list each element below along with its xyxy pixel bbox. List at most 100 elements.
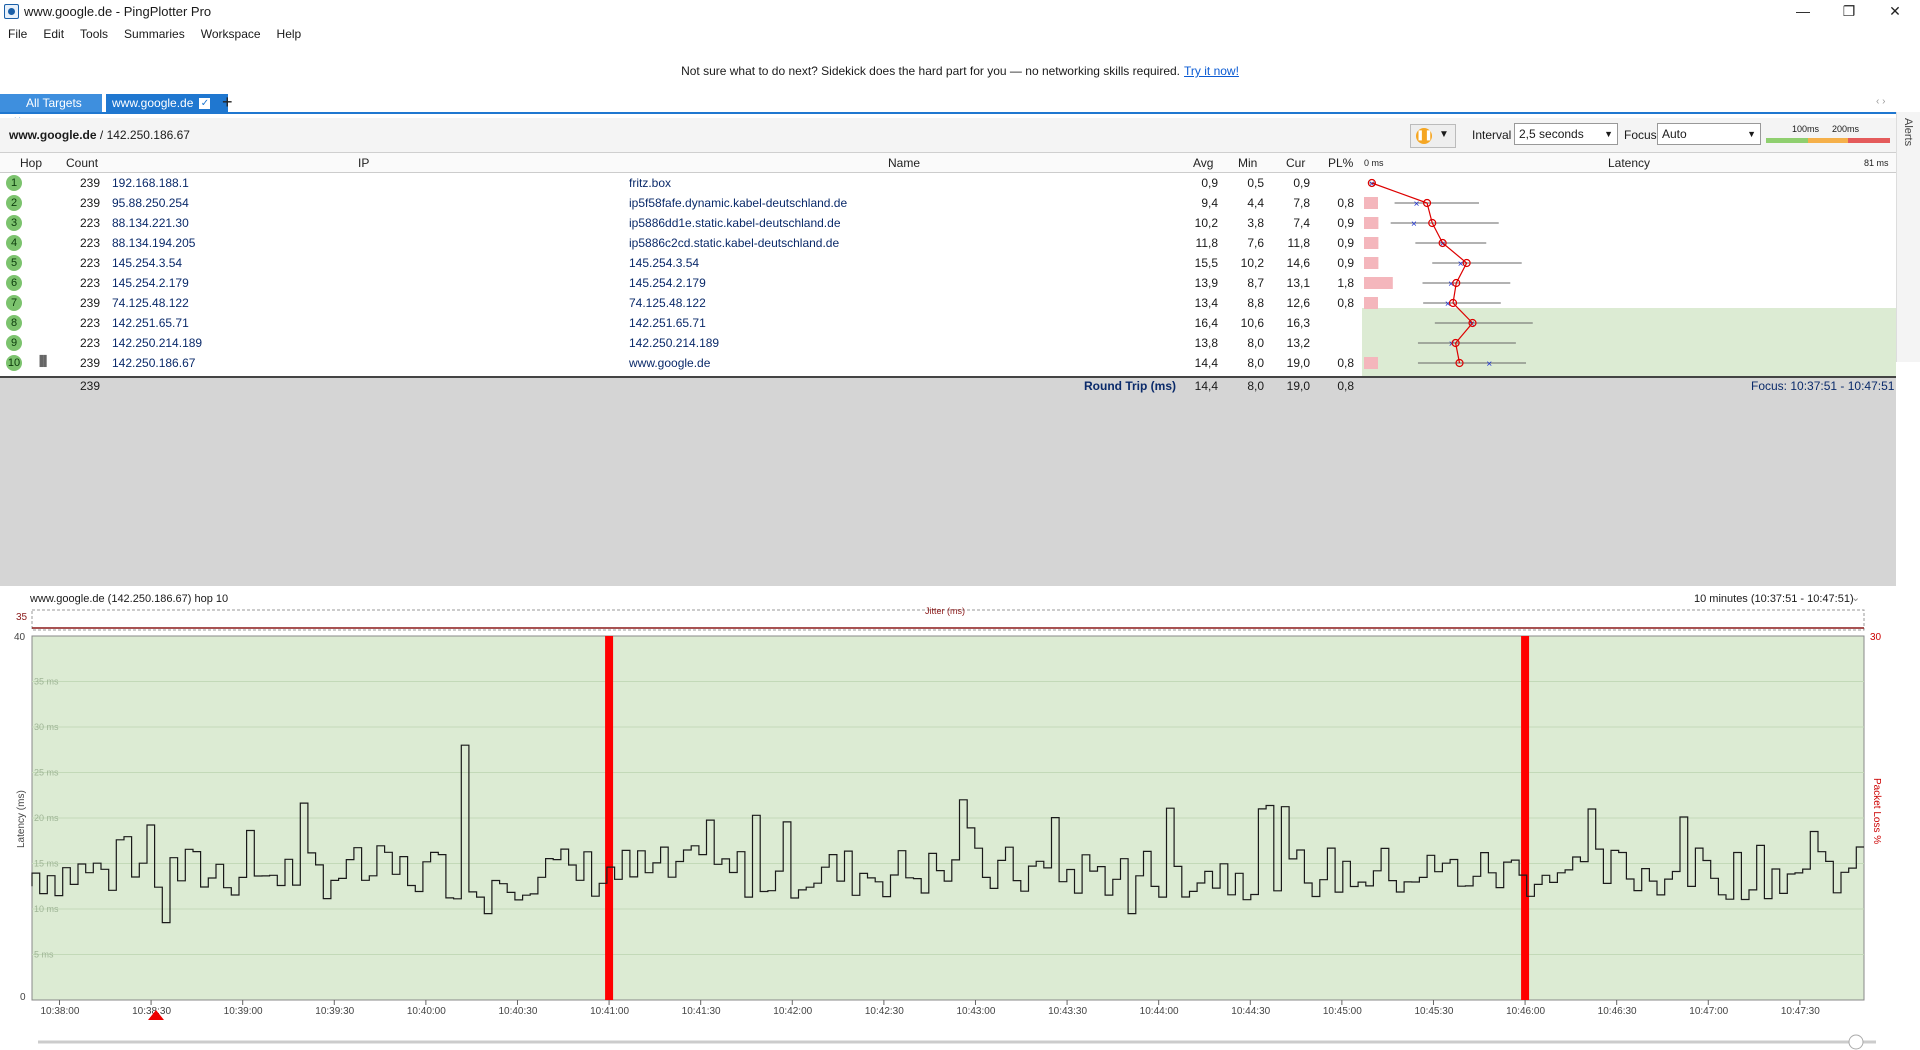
x-tick-label: 10:45:30 bbox=[1414, 1006, 1453, 1017]
title-bar: www.google.de - PingPlotter Pro — ❐ ✕ bbox=[0, 0, 1920, 22]
latency-trace-graph: ×××××××××× bbox=[1364, 178, 1533, 370]
cell-name: ip5f58fafe.dynamic.kabel-deutschland.de bbox=[629, 196, 848, 210]
cell-name: www.google.de bbox=[629, 356, 711, 370]
scale-100-label: 100ms bbox=[1792, 124, 1820, 134]
tab-all-targets[interactable]: All Targets✕ bbox=[0, 94, 102, 128]
cell-count: 239 bbox=[79, 196, 100, 210]
hop-badge: 3 bbox=[6, 215, 22, 231]
col-count[interactable]: Count bbox=[66, 156, 99, 170]
x-tick-label: 10:46:00 bbox=[1506, 1006, 1545, 1017]
cell-cur: 12,6 bbox=[1286, 296, 1310, 310]
menu-tools[interactable]: Tools bbox=[80, 27, 109, 41]
hop-badge: 1 bbox=[6, 175, 22, 191]
menu-edit[interactable]: Edit bbox=[43, 27, 65, 41]
minimize-button[interactable]: — bbox=[1796, 3, 1810, 19]
add-tab-button[interactable]: + bbox=[222, 92, 233, 112]
packet-loss-bar bbox=[1521, 636, 1530, 1000]
col-ip[interactable]: IP bbox=[358, 156, 370, 170]
table-row[interactable]: 6 223 145.254.2.179 145.254.2.179 13,9 8,7 13,… bbox=[0, 273, 1896, 293]
cell-cur: 16,3 bbox=[1286, 316, 1310, 330]
cell-min: 10,6 bbox=[1240, 316, 1264, 330]
cell-pl: 0,9 bbox=[1337, 256, 1354, 270]
latency-timeline[interactable]: Jitter (ms) 35 35 ms 30 ms 25 ms 20 ms 15 ms 10… bbox=[0, 586, 1920, 1050]
promo-link[interactable]: Try it now! bbox=[1184, 64, 1239, 78]
tab-google-label: www.google.de bbox=[112, 96, 194, 110]
scale-200-label: 200ms bbox=[1832, 124, 1860, 134]
table-row[interactable]: 2 239 95.88.250.254 ip5f58fafe.dynamic.kabe… bbox=[0, 193, 1896, 213]
alerts-sidebar[interactable]: Alerts bbox=[1896, 112, 1920, 362]
cell-cur: 7,8 bbox=[1293, 196, 1310, 210]
cell-ip: 88.134.221.30 bbox=[112, 216, 189, 230]
check-icon[interactable]: ✓ bbox=[199, 98, 211, 110]
current-marker: × bbox=[1369, 179, 1375, 190]
graph-icon[interactable]: ▐▌ bbox=[36, 356, 51, 367]
cell-avg: 15,5 bbox=[1194, 256, 1218, 270]
cell-count: 223 bbox=[79, 236, 100, 250]
cell-ip: 192.168.188.1 bbox=[112, 176, 189, 190]
window-title: www.google.de - PingPlotter Pro bbox=[24, 4, 212, 19]
cell-avg: 13,8 bbox=[1194, 336, 1218, 350]
tab-bar: All Targets✕ www.google.de ✓ + ‹ › bbox=[0, 92, 1920, 128]
menu-summaries[interactable]: Summaries bbox=[124, 27, 185, 41]
focus-value: Auto bbox=[1662, 127, 1687, 141]
cell-pl: 0,9 bbox=[1337, 216, 1354, 230]
col-avg[interactable]: Avg bbox=[1193, 156, 1214, 170]
cell-min: 3,8 bbox=[1247, 216, 1264, 230]
table-row[interactable]: 9 223 142.250.214.189 142.250.214.189 13,8 8,… bbox=[0, 333, 1896, 353]
menu-help[interactable]: Help bbox=[276, 27, 302, 41]
table-row[interactable]: 3 223 88.134.221.30 ip5886dd1e.static.kabel… bbox=[0, 213, 1896, 233]
pause-button[interactable]: ❚❚ ▼ bbox=[1410, 124, 1456, 148]
loss-axis-label: Packet Loss % bbox=[1871, 778, 1882, 844]
focus-select[interactable]: Auto ▼ bbox=[1657, 123, 1761, 145]
y-top-label: 40 bbox=[14, 632, 26, 643]
tab-google[interactable]: www.google.de ✓ bbox=[106, 94, 228, 112]
y-tick-label: 35 ms bbox=[34, 677, 59, 687]
maximize-button[interactable]: ❐ bbox=[1842, 3, 1856, 19]
table-row[interactable]: 8 223 142.251.65.71 142.251.65.71 16,4 10,6 16… bbox=[0, 313, 1896, 333]
cell-ip: 142.251.65.71 bbox=[112, 316, 189, 330]
cell-min: 8,7 bbox=[1247, 276, 1264, 290]
table-row[interactable]: 10 ▐▌ 239 142.250.186.67 www.google.de 14,4 8,… bbox=[0, 353, 1896, 373]
cell-name: 142.251.65.71 bbox=[629, 316, 706, 330]
tab-scroll-arrows[interactable]: ‹ › bbox=[1876, 96, 1886, 107]
interval-select[interactable]: 2,5 seconds ▼ bbox=[1514, 123, 1618, 145]
table-row[interactable]: 7 239 74.125.48.122 74.125.48.122 13,4 8,8 12,… bbox=[0, 293, 1896, 313]
table-row[interactable]: 1 239 192.168.188.1 fritz.box 0,9 0,5 0,9 bbox=[0, 173, 1896, 193]
table-row[interactable]: 4 223 88.134.194.205 ip5886c2cd.static.kabe… bbox=[0, 233, 1896, 253]
close-button[interactable]: ✕ bbox=[1889, 3, 1901, 19]
col-latency[interactable]: Latency bbox=[1608, 156, 1651, 170]
cell-avg: 13,9 bbox=[1194, 276, 1218, 290]
jitter-strip bbox=[31, 609, 1865, 631]
cell-ip: 95.88.250.254 bbox=[112, 196, 189, 210]
col-cur[interactable]: Cur bbox=[1286, 156, 1306, 170]
packet-loss-bar bbox=[1364, 197, 1378, 209]
col-hop[interactable]: Hop bbox=[20, 156, 43, 170]
chevron-down-icon[interactable]: ⌄ bbox=[1851, 592, 1861, 604]
col-pl[interactable]: PL% bbox=[1328, 156, 1354, 170]
packet-loss-bar bbox=[1364, 277, 1393, 289]
cell-min: 8,0 bbox=[1247, 356, 1264, 370]
cell-name: 74.125.48.122 bbox=[629, 296, 706, 310]
col-min[interactable]: Min bbox=[1238, 156, 1258, 170]
col-name[interactable]: Name bbox=[888, 156, 921, 170]
graph-range[interactable]: 10 minutes (10:37:51 - 10:47:51) bbox=[1694, 593, 1854, 605]
y-tick-label: 5 ms bbox=[34, 950, 54, 960]
y-tick-label: 25 ms bbox=[34, 768, 59, 778]
hop-badge: 7 bbox=[6, 295, 22, 311]
cell-avg: 10,2 bbox=[1194, 216, 1218, 230]
promo-banner: Not sure what to do next? Sidekick does … bbox=[0, 64, 1920, 78]
packet-loss-bar bbox=[1364, 257, 1379, 269]
menu-file[interactable]: File bbox=[8, 27, 28, 41]
tab-all-targets-label: All Targets bbox=[26, 96, 82, 110]
cell-count: 223 bbox=[79, 336, 100, 350]
table-row[interactable]: 5 223 145.254.3.54 145.254.3.54 15,5 10,2 14,6… bbox=[0, 253, 1896, 273]
summary-count: 239 bbox=[80, 379, 101, 393]
cell-avg: 16,4 bbox=[1194, 316, 1218, 330]
packet-loss-bar bbox=[1364, 237, 1379, 249]
menu-workspace[interactable]: Workspace bbox=[200, 27, 261, 41]
cell-min: 7,6 bbox=[1247, 236, 1264, 250]
cell-name: 145.254.3.54 bbox=[629, 256, 700, 270]
chevron-down-icon[interactable]: ▼ bbox=[1439, 129, 1449, 140]
cell-name: ip5886dd1e.static.kabel-deutschland.de bbox=[629, 216, 841, 230]
focus-label: Focus bbox=[1624, 128, 1657, 142]
